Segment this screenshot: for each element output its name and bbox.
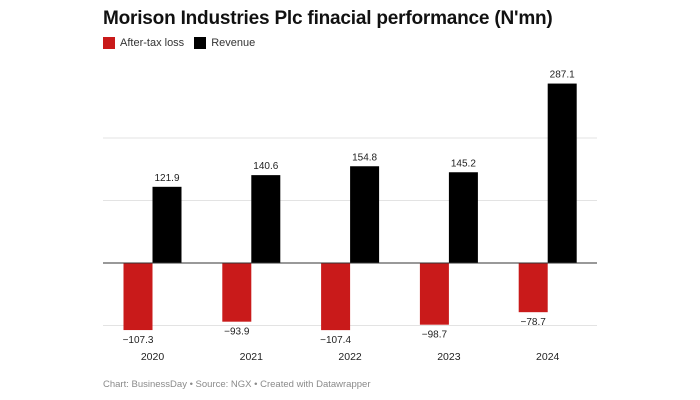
legend-swatch-after-tax-loss [103, 37, 115, 49]
chart-footer: Chart: BusinessDay • Source: NGX • Creat… [103, 379, 371, 390]
data-label-revenue: 287.1 [550, 70, 575, 81]
x-tick-label: 2021 [240, 351, 264, 363]
legend-item-revenue: Revenue [194, 37, 255, 49]
data-label-revenue: 145.2 [451, 158, 476, 169]
data-label-after-tax-loss: −107.3 [123, 335, 154, 346]
legend-swatch-revenue [194, 37, 207, 49]
bar-revenue [547, 83, 577, 263]
chart-title: Morison Industries Plc finacial performa… [103, 8, 553, 29]
bar-after-tax-loss [123, 263, 153, 331]
data-label-after-tax-loss: −78.7 [521, 317, 547, 328]
bar-after-tax-loss [222, 263, 252, 322]
bar-after-tax-loss [518, 263, 548, 313]
data-label-revenue: 140.6 [253, 161, 278, 172]
data-label-after-tax-loss: −98.7 [422, 330, 448, 341]
legend-item-after-tax-loss: After-tax loss [103, 37, 184, 49]
bar-revenue [350, 166, 380, 263]
legend-label-after-tax-loss: After-tax loss [120, 37, 185, 49]
data-label-after-tax-loss: −107.4 [320, 335, 351, 346]
bar-revenue [448, 172, 478, 263]
bar-revenue [251, 175, 281, 263]
data-label-revenue: 121.9 [154, 173, 179, 184]
x-tick-label: 2020 [141, 351, 165, 363]
legend-label-revenue: Revenue [211, 37, 256, 49]
bar-revenue [152, 186, 182, 263]
data-label-revenue: 154.8 [352, 152, 377, 163]
x-tick-label: 2022 [338, 351, 362, 363]
bar-after-tax-loss [419, 263, 449, 325]
legend: After-tax loss Revenue [103, 37, 265, 49]
data-label-after-tax-loss: −93.9 [224, 327, 250, 338]
x-tick-label: 2023 [437, 351, 461, 363]
bar-after-tax-loss [321, 263, 351, 331]
x-tick-label: 2024 [536, 351, 560, 363]
